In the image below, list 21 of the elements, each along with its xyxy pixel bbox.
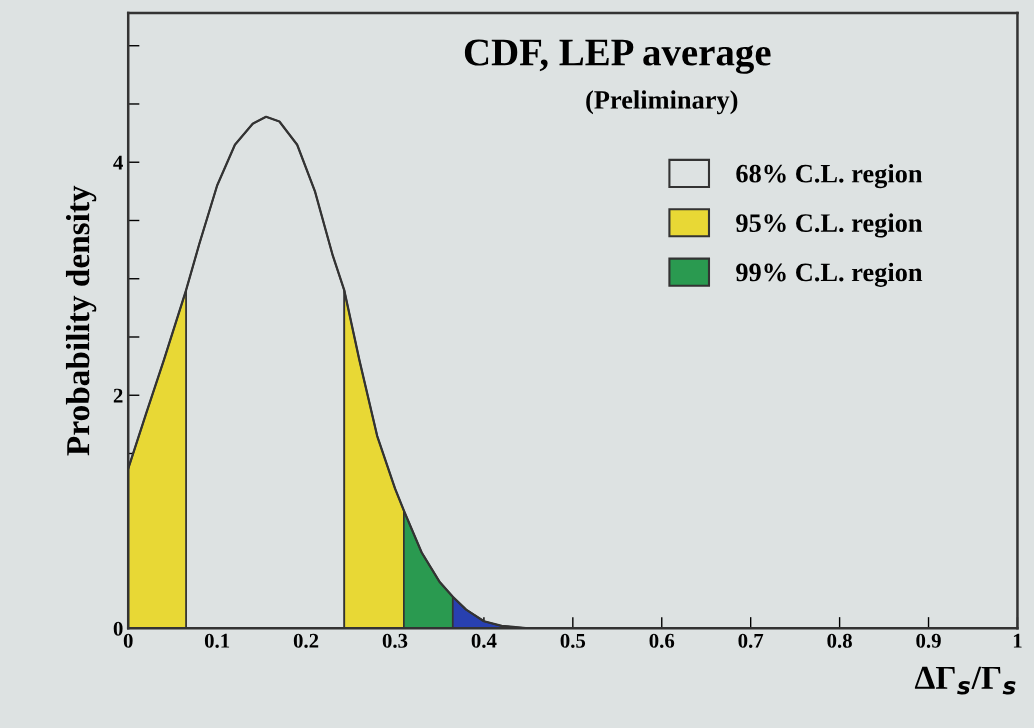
y-tick-label: 0 xyxy=(113,621,123,636)
text: CDF, LEP average xyxy=(464,39,771,74)
y-tick-label: 2 xyxy=(113,388,123,403)
x-axis-title: ΔΓ$_{s}$/Γ$_{s}$ xyxy=(914,666,1016,695)
x-tick-label: 0.1 xyxy=(204,633,230,648)
x-tick-label: 0.6 xyxy=(649,633,675,648)
legend-label: 95% C.L. region xyxy=(736,213,923,238)
x-tick-label: 1 xyxy=(1013,633,1022,648)
x-tick-label: 0.3 xyxy=(382,633,408,648)
x-tick-label: 0.4 xyxy=(471,633,497,648)
x-tick-label: 0.9 xyxy=(916,633,941,648)
x-tick-label: 0.2 xyxy=(293,633,319,648)
x-tick-label: 0 xyxy=(123,633,133,648)
y-tick-label: 4 xyxy=(113,155,123,170)
text: (Preliminary) xyxy=(586,90,738,115)
x-tick-label: 0.8 xyxy=(827,633,852,648)
legend-label: 99% C.L. region xyxy=(736,262,923,287)
legend-label: 68% C.L. region xyxy=(736,164,923,189)
x-tick-label: 0.5 xyxy=(560,633,586,648)
y-axis-title: Probability density xyxy=(65,185,97,456)
x-tick-label: 0.7 xyxy=(738,633,764,648)
